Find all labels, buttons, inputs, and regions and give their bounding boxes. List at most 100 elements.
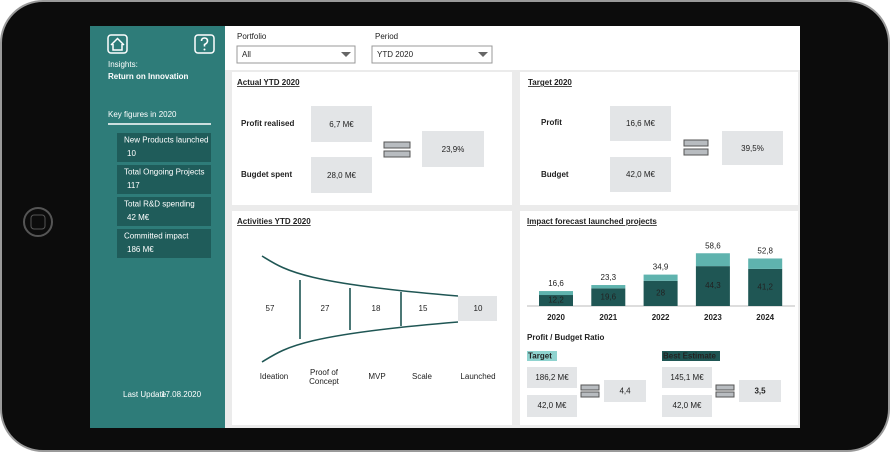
ratio-tag-label: Target [528,352,552,361]
stage-value: 18 [372,304,381,313]
stage-value: 57 [266,304,275,313]
kpi-value: 23,9% [442,145,465,154]
dropdown-value: All [242,50,251,59]
sidebar-bg [90,26,225,428]
equals-bar [580,384,600,391]
ratio-budget: 42,0 M€ [673,401,702,410]
ratio-tag [527,351,557,361]
kpi-box [722,131,783,165]
row-label: Bugdet spent [241,170,292,179]
filter-label: Period [375,32,398,41]
home-button-icon [30,214,46,230]
key-figure-box [117,197,211,226]
stage-label: Scale [412,372,433,381]
stage-label: Ideation [260,372,288,381]
panel-title: Target 2020 [528,78,572,87]
stage-value: 10 [474,304,483,313]
ratio-box [604,380,646,402]
kpi-box [311,106,372,142]
stage-value: 15 [419,304,428,313]
last-update: 17.08.2020 [161,390,202,399]
bar-label: 44,3 [705,281,721,290]
ratio-value: 4,4 [619,387,631,396]
kpi-box [422,131,484,167]
key-figures: New Products launched 10 Total Ongoing Pro… [117,133,211,258]
bar-segment [643,274,678,281]
home-button [23,207,53,237]
bar-segment [748,258,783,269]
kpi-value: 6,7 M€ [329,120,354,129]
total-label: 23,3 [601,273,617,282]
home-icon[interactable] [107,34,128,54]
total-label: 34,9 [653,263,669,272]
ratio-tag [662,351,720,361]
key-figure-value: 42 M€ [127,213,150,222]
kpi-value: 39,5% [741,144,764,153]
ratio-budget: 42,0 M€ [538,401,567,410]
bar-segment [539,295,573,306]
sidebar: Insights: Return on Innovation Key figur… [90,26,225,428]
kpi-box [311,157,372,193]
row-label: Profit realised [241,119,294,128]
key-figures-title: Key figures in 2020 [108,110,177,119]
funnel [261,255,459,363]
key-figure-box [117,133,211,162]
ratio-blocks: Target 186,2 M€ 42,0 M€ 4,4 Best Estimate 145… [527,351,781,417]
key-figure-box [117,229,211,258]
total-label: 16,6 [548,279,564,288]
stage-label: Concept [309,377,340,386]
sidebar-title: Insights: [108,60,138,69]
total-label: 58,6 [705,241,721,250]
launched-box [458,296,497,321]
period-dropdown[interactable]: YTD 2020 [371,45,493,64]
x-tick-label: 2021 [599,313,617,322]
ratio-box [662,395,712,417]
key-figure-value: 186 M€ [127,245,154,254]
ratio-tag-label: Best Estimate [663,352,716,361]
stacked-bar-chart: 12,2 16,6 2020 19,6 23,3 2021 28 34,9 2022 44,3 58… [539,241,783,322]
equals-icon [383,141,411,158]
ratio-value: 3,5 [754,387,766,396]
kpi-value: 42,0 M€ [626,170,655,179]
bar-label: 28 [656,289,665,298]
bar-segment [591,288,626,306]
key-figure-label: New Products launched [124,136,209,145]
bar-segment [695,253,730,267]
ratio-box [739,380,781,402]
equals-icon [683,139,709,156]
dropdown-value: YTD 2020 [377,50,414,59]
panel-title: Actual YTD 2020 [237,78,300,87]
ratio-box [527,395,577,417]
section-title: Profit / Budget Ratio [527,333,604,342]
bar-segment [539,291,573,296]
bar-segment [643,280,678,306]
equals-bar [580,391,600,398]
total-label: 52,8 [757,247,773,256]
kpi-box [610,106,671,141]
x-tick-label: 2020 [547,313,565,322]
x-tick-label: 2024 [756,313,774,322]
x-tick-label: 2022 [652,313,670,322]
x-tick-label: 2023 [704,313,722,322]
row-label: Budget [541,170,569,179]
panel-title: Activities YTD 2020 [237,217,311,226]
kpi-box [610,157,671,192]
ratio-profit: 145,1 M€ [670,373,704,382]
filter-label: Portfolio [237,32,267,41]
bar-label: 12,2 [548,296,564,305]
ratio-box [662,367,712,388]
bar-segment [695,266,730,306]
stage-value: 27 [321,304,330,313]
stage-label: Proof of [310,368,339,377]
last-update-label: Last Update [123,390,167,399]
kpi-value: 28,0 M€ [327,171,356,180]
portfolio-dropdown[interactable]: All [236,45,356,64]
stage-label: Launched [460,372,495,381]
help-icon[interactable] [194,34,215,54]
key-figure-label: Total R&D spending [124,200,195,209]
ratio-profit: 186,2 M€ [535,373,569,382]
row-label: Profit [541,118,562,127]
key-figure-value: 10 [127,149,136,158]
